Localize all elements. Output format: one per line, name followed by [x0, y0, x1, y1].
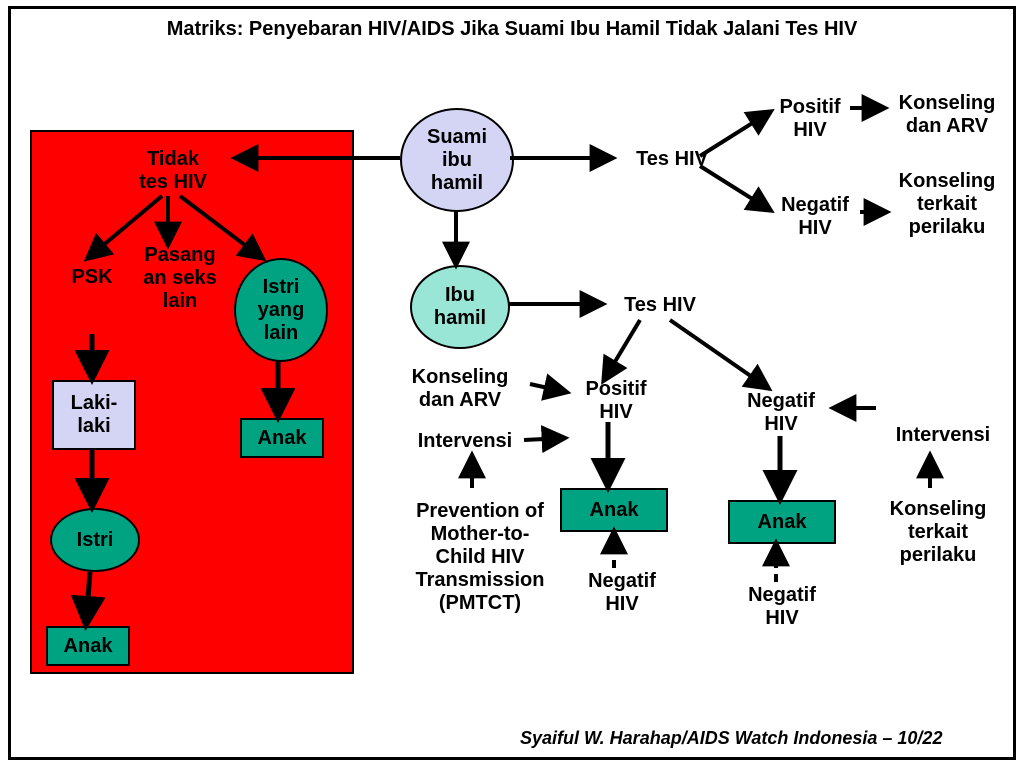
node-laki-laki: Laki-laki — [52, 380, 136, 450]
label-tes-hiv-ibu: Tes HIV — [600, 294, 720, 317]
node-ibu-hamil: Ibuhamil — [410, 265, 510, 349]
label-negatif-hiv-bawah-neg: NegatifHIV — [732, 584, 832, 630]
label-tes-hiv-suami: Tes HIV — [612, 148, 732, 171]
label-pasangan-seks-lain: Pasangan sekslain — [120, 244, 240, 313]
label-konseling-perilaku-right: Konselingterkaitperilaku — [868, 498, 1008, 567]
label-negatif-hiv-bawah-pos: NegatifHIV — [572, 570, 672, 616]
node-istri-yang-lain: Istriyanglain — [234, 258, 328, 362]
node-anak-negatif: Anak — [728, 500, 836, 544]
label-intervensi-right: Intervensi — [868, 424, 1018, 447]
node-anak-red-2: Anak — [46, 626, 130, 666]
label-konseling-perilaku-top: Konselingterkaitperilaku — [882, 170, 1012, 239]
label-negatif-hiv-suami: NegatifHIV — [760, 194, 870, 240]
label-konseling-arv-mid: Konselingdan ARV — [380, 366, 540, 412]
label-pmtct: Prevention ofMother-to-Child HIVTransmis… — [380, 500, 580, 615]
label-intervensi-left: Intervensi — [390, 430, 540, 453]
label-positif-hiv-suami: PositifHIV — [760, 96, 860, 142]
label-konseling-arv-top: Konselingdan ARV — [882, 92, 1012, 138]
label-negatif-hiv-ibu: NegatifHIV — [726, 390, 836, 436]
diagram-title: Matriks: Penyebaran HIV/AIDS Jika Suami … — [0, 18, 1024, 41]
attribution-text: Syaiful W. Harahap/AIDS Watch Indonesia … — [520, 728, 942, 749]
label-positif-hiv-ibu: PositifHIV — [566, 378, 666, 424]
node-suami-ibu-hamil: Suamiibuhamil — [400, 108, 514, 212]
node-istri: Istri — [50, 508, 140, 572]
label-tidak-tes-hiv: Tidaktes HIV — [108, 148, 238, 194]
node-anak-red-1: Anak — [240, 418, 324, 458]
